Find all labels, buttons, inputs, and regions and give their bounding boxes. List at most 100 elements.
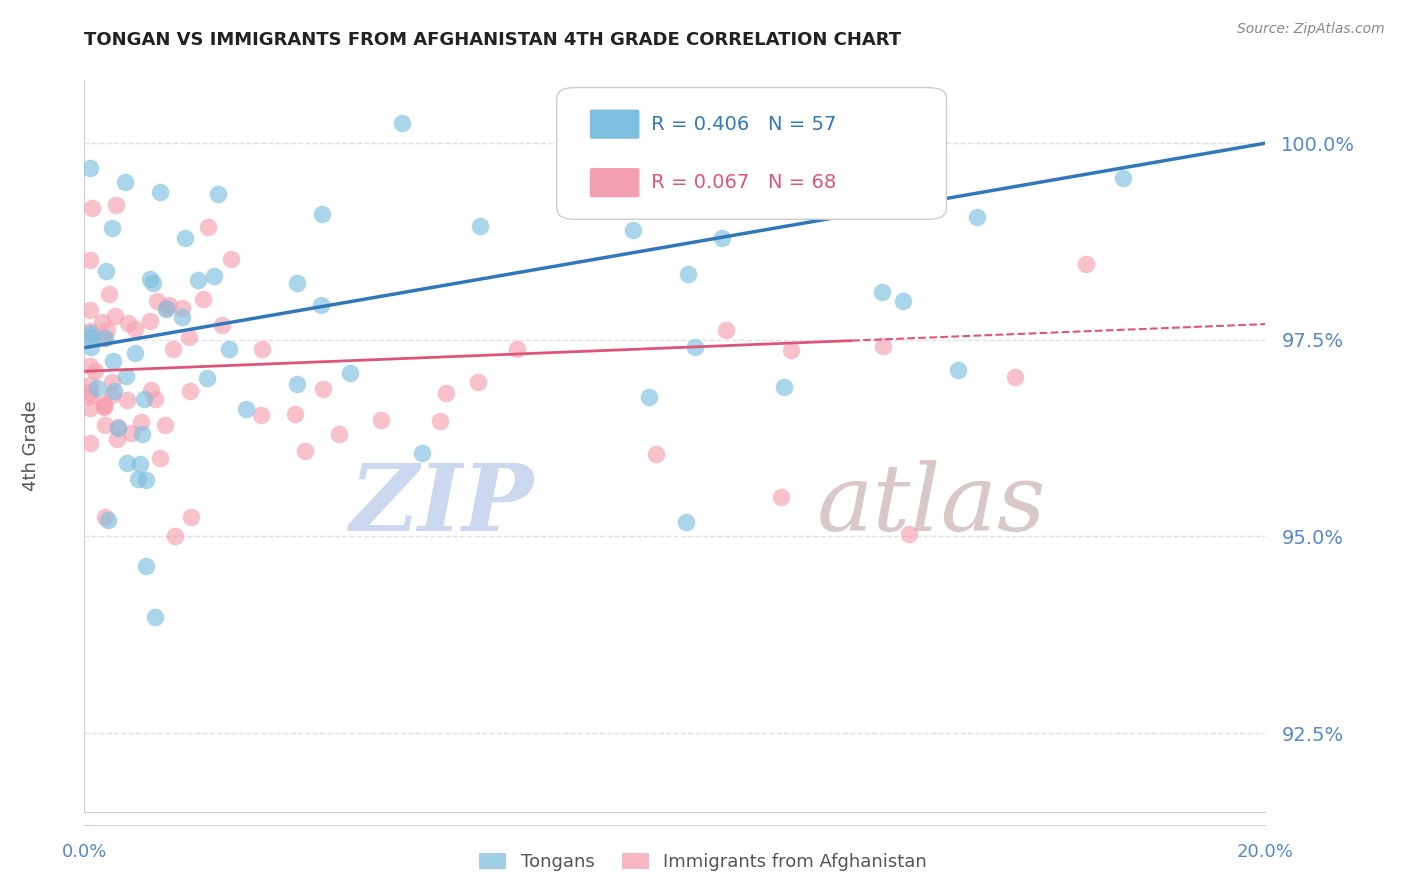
Point bbox=[179, 330, 201, 344]
Point bbox=[80, 330, 103, 344]
Point bbox=[157, 298, 180, 312]
Point bbox=[294, 443, 316, 458]
Point bbox=[780, 343, 803, 357]
FancyBboxPatch shape bbox=[557, 87, 946, 219]
Point bbox=[124, 346, 146, 360]
Point bbox=[104, 309, 127, 323]
Point bbox=[100, 375, 122, 389]
Point bbox=[235, 402, 257, 417]
Point bbox=[93, 331, 115, 345]
Point bbox=[94, 264, 117, 278]
Point bbox=[129, 458, 152, 472]
Point bbox=[146, 294, 169, 309]
Point bbox=[107, 419, 129, 434]
Point bbox=[79, 377, 101, 392]
Point bbox=[1074, 256, 1097, 270]
Point bbox=[165, 529, 187, 543]
Point bbox=[467, 376, 489, 390]
FancyBboxPatch shape bbox=[591, 110, 640, 139]
Point bbox=[162, 342, 184, 356]
Point bbox=[872, 285, 894, 299]
Text: 20.0%: 20.0% bbox=[1237, 843, 1294, 861]
Point bbox=[714, 323, 737, 337]
Point bbox=[172, 310, 194, 325]
Point bbox=[211, 318, 233, 332]
Point bbox=[79, 359, 101, 374]
Point bbox=[966, 210, 988, 224]
Point bbox=[107, 432, 129, 446]
Point bbox=[131, 427, 153, 442]
Point bbox=[115, 456, 138, 470]
Point bbox=[93, 400, 115, 414]
Point bbox=[328, 426, 350, 441]
Point bbox=[391, 116, 413, 130]
Text: ZIP: ZIP bbox=[349, 459, 533, 549]
Point bbox=[83, 364, 105, 378]
Point bbox=[716, 199, 738, 213]
Point bbox=[179, 384, 201, 398]
Point bbox=[104, 197, 127, 211]
Point bbox=[149, 185, 172, 199]
Text: 4th Grade: 4th Grade bbox=[22, 401, 41, 491]
Text: atlas: atlas bbox=[817, 459, 1046, 549]
Point bbox=[772, 380, 794, 394]
Point bbox=[139, 272, 162, 286]
Point bbox=[127, 472, 149, 486]
Point bbox=[170, 301, 193, 315]
Point bbox=[103, 384, 125, 399]
Point bbox=[411, 446, 433, 460]
Point bbox=[134, 392, 156, 406]
Point bbox=[434, 385, 457, 400]
Point bbox=[675, 515, 697, 529]
Point bbox=[872, 339, 894, 353]
Point bbox=[79, 303, 101, 318]
Point bbox=[891, 293, 914, 308]
Point bbox=[370, 413, 392, 427]
Point bbox=[101, 354, 124, 368]
FancyBboxPatch shape bbox=[591, 168, 640, 197]
Point bbox=[311, 207, 333, 221]
Point bbox=[98, 286, 121, 301]
Text: Source: ZipAtlas.com: Source: ZipAtlas.com bbox=[1237, 22, 1385, 37]
Point bbox=[93, 331, 115, 345]
Point bbox=[187, 273, 209, 287]
Point bbox=[120, 425, 142, 440]
Text: R = 0.067   N = 68: R = 0.067 N = 68 bbox=[645, 173, 837, 192]
Point bbox=[284, 407, 307, 421]
Point bbox=[197, 219, 219, 234]
Point bbox=[114, 368, 136, 383]
Point bbox=[155, 301, 177, 315]
Point bbox=[153, 418, 176, 433]
Point bbox=[339, 367, 361, 381]
Point bbox=[506, 342, 529, 356]
Point bbox=[250, 408, 273, 422]
Point bbox=[101, 221, 124, 235]
Point bbox=[683, 340, 706, 354]
Point bbox=[149, 451, 172, 466]
Point bbox=[285, 276, 308, 290]
Point bbox=[470, 219, 492, 233]
Point bbox=[250, 342, 273, 356]
Point bbox=[79, 324, 101, 338]
Point bbox=[143, 610, 166, 624]
Point bbox=[180, 510, 202, 524]
Point bbox=[621, 223, 644, 237]
Text: R = 0.406   N = 57: R = 0.406 N = 57 bbox=[645, 115, 837, 134]
Point bbox=[124, 322, 146, 336]
Point bbox=[312, 383, 335, 397]
Point bbox=[139, 314, 162, 328]
Point bbox=[79, 161, 101, 176]
Legend: Tongans, Immigrants from Afghanistan: Tongans, Immigrants from Afghanistan bbox=[472, 846, 934, 879]
Point bbox=[142, 277, 165, 291]
Point bbox=[946, 362, 969, 376]
Point bbox=[429, 414, 451, 428]
Point bbox=[135, 474, 157, 488]
Point bbox=[139, 383, 162, 397]
Point bbox=[769, 490, 792, 504]
Point bbox=[191, 292, 214, 306]
Point bbox=[1004, 370, 1026, 384]
Point bbox=[79, 253, 101, 268]
Point bbox=[117, 316, 139, 330]
Point bbox=[898, 527, 921, 541]
Point bbox=[94, 510, 117, 524]
